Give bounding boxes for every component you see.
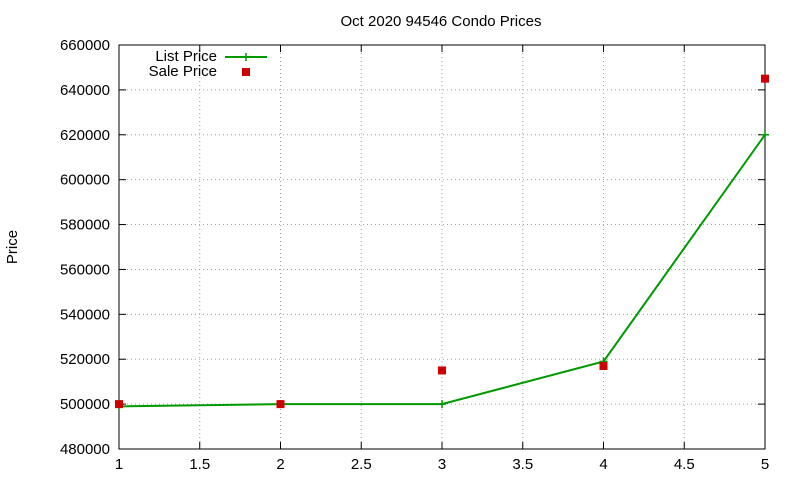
list-price-point [761, 130, 769, 139]
y-tick-label: 660000 [60, 37, 110, 54]
y-tick-label: 640000 [60, 82, 110, 99]
sale-price-point [599, 361, 608, 370]
y-axis-label: Price [4, 230, 21, 264]
legend-label-list-price: List Price [155, 48, 217, 65]
chart-title: Oct 2020 94546 Condo Prices [341, 13, 542, 30]
legend-swatch-sale-price [242, 68, 250, 76]
grid [119, 45, 765, 449]
y-tick-label: 480000 [60, 441, 110, 458]
y-tick-label: 620000 [60, 127, 110, 144]
y-tick-label: 540000 [60, 306, 110, 323]
plot-frame [118, 44, 766, 450]
sale-price-point [276, 400, 285, 409]
sale-price-point [761, 74, 769, 83]
y-tick-label: 520000 [60, 351, 110, 368]
sale-price-point [438, 366, 446, 375]
x-tick-label: 2 [276, 456, 284, 473]
y-tick-label: 580000 [60, 217, 110, 234]
legend-marker-list-price [242, 53, 250, 61]
x-tick-label: 2.5 [351, 456, 372, 473]
x-tick-label: 4 [599, 456, 607, 473]
sale-price-point [115, 400, 123, 409]
series [115, 74, 769, 411]
x-tick-label: 1 [115, 456, 123, 473]
y-tick-label: 500000 [60, 396, 110, 413]
x-tick-label: 4.5 [674, 456, 695, 473]
y-tick-label: 600000 [60, 172, 110, 189]
list-price-point [438, 400, 446, 409]
legend-label-sale-price: Sale Price [149, 63, 217, 80]
x-tick-label: 3.5 [512, 456, 533, 473]
x-tick-label: 5 [761, 456, 769, 473]
y-tick-label: 560000 [60, 261, 110, 278]
axis-ticks: 1 1.5 2 2.5 3 3.5 4 4.5 5 480000 500000 520000 54000… [60, 37, 769, 473]
x-tick-label: 1.5 [189, 456, 210, 473]
x-tick-label: 3 [438, 456, 446, 473]
